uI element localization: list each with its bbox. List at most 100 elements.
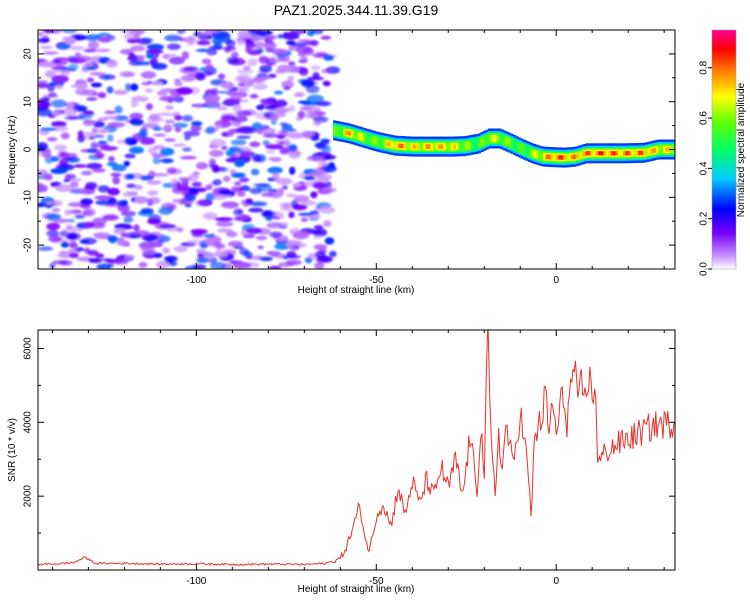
spectrogram-noise-blob [212,30,221,34]
spectrogram-noise-blob [309,40,319,46]
spectrogram-noise-blob [281,125,294,133]
spectrogram-noise-blob [226,56,239,65]
spectrogram-noise-blob [204,234,215,238]
spectrogram-noise-blob [172,122,188,129]
spectrogram-ridge-cell [518,143,522,152]
spectrogram-noise-blob [303,175,315,181]
spectrogram-noise-blob [97,92,107,99]
spectrogram-noise-blob [97,185,110,193]
spectrogram-ridge-cell [543,155,547,158]
spectrogram-noise-blob [130,234,143,238]
spectrogram-ridge-cell [533,152,537,156]
spectrogram-noise-blob [256,104,265,111]
spectrogram-noise-blob [50,168,68,174]
spectrogram-ridge-cell [413,145,417,148]
spectrogram-ridge-cell [570,155,574,159]
spectrogram-noise-blob [163,255,178,263]
spectrogram-noise-blob [92,168,106,173]
spectrogram-noise-blob [110,172,122,177]
spectrogram-noise-blob [44,30,53,34]
spectrogram-noise-blob [300,217,308,222]
spectrogram-y-axis-label: Frequency (Hz) [7,116,18,185]
spectrogram-noise-blob [286,259,302,266]
spectrogram-noise-blob [159,95,178,102]
spectrogram-noise-blob [81,67,88,73]
spectrogram-noise-blob [237,69,254,74]
spectrogram-noise-blob [245,41,256,49]
spectrogram-noise-blob [38,82,50,89]
spectrogram-ridge-cell [480,139,484,145]
spectrogram-noise-blob [180,156,197,160]
spectrogram-noise-blob [324,237,335,245]
spectrogram-noise-blob [69,242,78,249]
spectrogram-noise-blob [215,106,229,111]
spectrogram-noise-blob [69,178,82,182]
spectrogram-noise-blob [252,155,262,162]
spectrogram-noise-blob [39,45,53,50]
spectrogram-ridge-cell [585,152,589,155]
spectrogram-noise-blob [212,32,231,41]
colorbar: 0.0 0.2 0.4 0.6 0.8 Normalized spectral ampl… [699,29,747,276]
spectrogram-ridge-cell [423,145,427,148]
spectrogram-noise-blob [164,138,176,142]
spectrogram-noise-blob [320,154,337,160]
spectrogram-noise-blob [46,222,61,231]
spectrogram-noise-blob [163,124,173,133]
spectrogram-noise-blob [217,190,236,196]
spectrogram-noise-blob [248,207,264,213]
spectrogram-noise-blob [247,50,262,56]
spectrogram-ridge-cell [333,126,337,135]
spectrogram-noise-blob [236,135,251,139]
spectrogram-noise-blob [84,34,102,41]
spectrogram-noise-blob [181,115,194,122]
spectrogram-ridge-cell [365,134,369,143]
spectrogram-ridge-cell [530,150,534,156]
spectrogram-noise-blob [40,127,57,131]
spectrogram-noise-blob [137,55,145,62]
spectrogram-noise-blob [232,104,243,113]
spectrogram-noise-blob [45,201,53,205]
spectrogram-noise-blob [65,232,82,241]
spectrogram-noise-blob [155,260,170,269]
spectrogram-noise-blob [38,144,47,153]
spectrogram-noise-blob [83,221,95,228]
spectrogram-ridge-cell [640,151,644,155]
spectrogram-ridge-cell [430,145,434,148]
spectrogram-noise-blob [49,263,56,269]
spectrogram-noise-blob [52,125,68,132]
spectrogram-noise-blob [129,146,145,154]
spectrogram-noise-blob [65,224,73,230]
spectrogram-noise-blob [138,242,152,250]
spectrogram-ridge-cell [595,152,599,155]
spectrogram-x-ticks: -100 -50 0 [51,30,665,286]
spectrogram-noise-blob [283,138,290,147]
spectrogram-noise-blob [79,112,95,117]
spectrogram-noise-blob [174,78,181,82]
spectrogram-ridge-cell [558,156,562,159]
snr-y-tick-label: 2000 [23,485,34,508]
spectrogram-ridge-cell [390,143,394,147]
spectrogram-noise-blob [307,112,319,119]
spectrogram-noise-blob [188,174,199,182]
spectrogram-noise-blob [150,81,164,86]
spectrogram-y-tick-label: 20 [23,48,34,60]
spectrogram-noise-blob [55,84,63,90]
spectrogram-noise-blob [251,255,264,261]
spectrogram-noise-blob [262,133,279,138]
spectrogram-noise-blob [225,97,243,102]
snr-x-tick-label: -100 [186,576,206,587]
spectrogram-noise-blob [183,130,201,137]
spectrogram-noise-blob [124,153,136,159]
spectrogram-ridge-cell [588,152,592,155]
spectrogram-ridge-cell [428,145,432,148]
spectrogram-noise-blob [284,65,300,73]
spectrogram-noise-blob [46,137,58,142]
spectrogram-noise-blob [269,231,283,238]
spectrogram-noise-blob [301,200,317,206]
spectrogram-noise-blob [146,180,162,185]
spectrogram-noise-blob [92,91,99,97]
spectrogram-noise-blob [159,147,175,156]
spectrogram-noise-blob [51,200,63,207]
spectrogram-noise-blob [209,158,216,167]
